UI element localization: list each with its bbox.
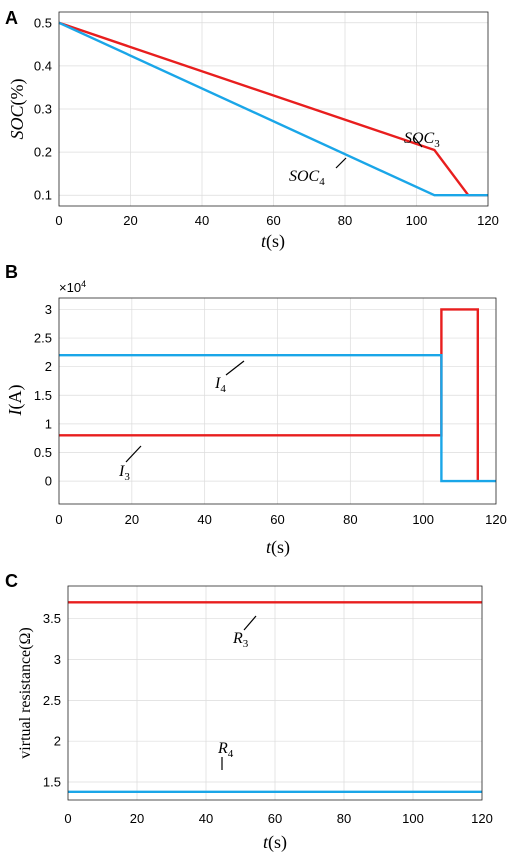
x-tick-label: 0 — [55, 213, 62, 228]
x-tick-label: 20 — [123, 213, 137, 228]
plot-frame — [58, 297, 497, 505]
y-tick-label: 2 — [45, 359, 52, 374]
y-axis-label: virtual resistance(Ω) — [17, 627, 34, 758]
series-line-soc4 — [58, 21, 488, 197]
series-label-soc3: SOC3 — [404, 130, 440, 150]
x-tick-label: 100 — [406, 213, 428, 228]
series-label-r3: R3 — [232, 630, 249, 650]
x-tick-label: 120 — [477, 213, 499, 228]
x-tick-label: 0 — [64, 811, 71, 826]
panel-c: C 0 20 40 60 80 100 120 1.5 2 2.5 3 3.5 t(s) virtual r… — [5, 571, 493, 852]
y-tick-label: 2.5 — [34, 331, 52, 346]
x-tick-label: 80 — [343, 512, 357, 527]
x-tick-label: 60 — [268, 811, 282, 826]
y-tick-label: 0.4 — [34, 58, 52, 73]
y-tick-label: 1.5 — [43, 775, 61, 790]
x-tick-label: 80 — [338, 213, 352, 228]
y-tick-label: 3.5 — [43, 611, 61, 626]
series-line-i3 — [59, 308, 479, 482]
y-tick-label: 3 — [54, 652, 61, 667]
x-tick-label: 120 — [471, 811, 493, 826]
y-tick-label: 0.1 — [34, 188, 52, 203]
y-tick-label: 0.3 — [34, 102, 52, 117]
series-label-soc4: SOC4 — [289, 168, 325, 188]
y-tick-label: 2 — [54, 734, 61, 749]
y-multiplier: ×104 — [59, 279, 86, 295]
y-tick-label: 0.5 — [34, 445, 52, 460]
x-tick-label: 100 — [412, 512, 434, 527]
y-tick-label: 0.5 — [34, 15, 52, 30]
x-tick-label: 60 — [270, 512, 284, 527]
series-label-r4: R4 — [217, 740, 234, 760]
y-tick-label: 1 — [45, 416, 52, 431]
annotation-pointer — [243, 615, 257, 631]
x-axis-label: t(s) — [263, 832, 287, 852]
x-tick-label: 100 — [402, 811, 424, 826]
y-axis-label: SOC(%) — [7, 78, 28, 139]
annotation-pointer — [413, 136, 423, 148]
y-tick-label: 3 — [45, 302, 52, 317]
plot-frame — [58, 11, 489, 207]
y-tick-label: 2.5 — [43, 693, 61, 708]
x-axis-label: t(s) — [266, 537, 290, 558]
annotation-pointer — [125, 445, 142, 463]
y-tick-label: 0 — [45, 474, 52, 489]
series-line-i4 — [59, 354, 496, 483]
x-tick-label: 40 — [199, 811, 213, 826]
series-label-i4: I4 — [214, 375, 226, 395]
x-tick-label: 0 — [55, 512, 62, 527]
x-tick-label: 80 — [337, 811, 351, 826]
y-tick-label: 0.2 — [34, 145, 52, 160]
panel-b: B 0 20 40 60 80 100 120 0 0.5 1 1.5 2 2.5 3 t(s) I(A) ×10… — [5, 262, 507, 558]
panel-letter: B — [5, 262, 18, 282]
annotation-pointer — [335, 157, 347, 169]
x-tick-label: 60 — [266, 213, 280, 228]
plot-frame — [67, 585, 483, 801]
annotation-pointer — [225, 360, 245, 376]
x-tick-label: 20 — [130, 811, 144, 826]
panel-a: A 0 20 40 60 80 100 120 0.1 0.2 0.3 0.4 0.5 t(s) SOC(%… — [5, 8, 499, 252]
series-label-i3: I3 — [118, 463, 130, 483]
x-tick-label: 40 — [197, 512, 211, 527]
x-tick-label: 120 — [485, 512, 507, 527]
y-tick-label: 1.5 — [34, 388, 52, 403]
x-tick-label: 20 — [125, 512, 139, 527]
y-axis-label: I(A) — [5, 385, 26, 417]
panel-letter: A — [5, 8, 18, 28]
x-axis-label: t(s) — [261, 231, 285, 252]
x-tick-label: 40 — [195, 213, 209, 228]
panel-letter: C — [5, 571, 18, 591]
